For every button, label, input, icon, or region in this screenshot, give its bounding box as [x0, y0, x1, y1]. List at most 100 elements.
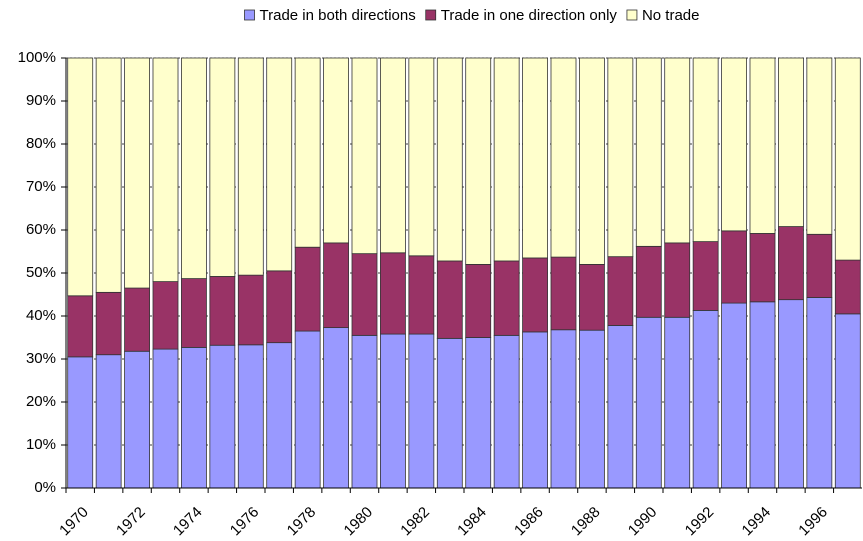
bar-segment: [266, 57, 293, 272]
bar-segment: [181, 278, 207, 348]
bar-segment: [181, 57, 207, 279]
bar-segment: [237, 344, 264, 489]
y-tick-label: 20%: [26, 393, 56, 410]
bar-segment: [607, 325, 634, 489]
y-tick-label: 90%: [26, 92, 56, 109]
bar-segment: [579, 263, 605, 331]
bar-segment: [721, 57, 747, 232]
bar-segment: [209, 344, 236, 489]
bar-segment: [692, 310, 719, 489]
bar-segment: [351, 253, 378, 336]
bar-segment: [778, 226, 804, 301]
x-tick-label: 1982: [397, 504, 433, 540]
x-tick-label: 1980: [341, 504, 377, 540]
x-tick-label: 1978: [284, 504, 320, 540]
x-tick-label: 1974: [170, 504, 206, 540]
bar-segment: [408, 57, 435, 257]
y-tick-label: 50%: [26, 264, 56, 281]
bar-segment: [67, 295, 94, 358]
bar-segment: [436, 57, 463, 262]
bar-segment: [67, 356, 94, 489]
bar-segment: [237, 274, 264, 346]
x-tick-label: 1970: [56, 504, 92, 540]
bar-segment: [323, 327, 349, 489]
bar-segment: [380, 252, 406, 335]
bar-segment: [95, 291, 122, 356]
bar-segment: [351, 334, 378, 489]
bar-segment: [124, 287, 150, 352]
bar-segment: [579, 329, 605, 489]
bar-segment: [294, 330, 321, 489]
x-tick-label: 1996: [795, 504, 831, 540]
x-tick-label: 1992: [682, 504, 718, 540]
bar-segment: [550, 256, 577, 331]
y-tick-label: 60%: [26, 221, 56, 238]
bar-segment: [465, 57, 492, 265]
bar-segment: [749, 301, 776, 489]
bar-segment: [664, 316, 691, 489]
bar-segment: [181, 346, 207, 489]
bar-segment: [806, 233, 833, 298]
bar-segment: [664, 242, 691, 318]
bar-segment: [351, 57, 378, 255]
legend-swatch: [626, 9, 638, 21]
y-tick-label: 30%: [26, 350, 56, 367]
bar-segment: [635, 245, 662, 318]
bar-segment: [323, 242, 349, 329]
bar-segment: [806, 297, 833, 489]
bar-segment: [607, 57, 634, 258]
legend-swatch: [425, 9, 437, 21]
bar-segment: [266, 342, 293, 489]
bar-segment: [664, 57, 691, 244]
bar-segment: [522, 257, 548, 333]
bar-segment: [152, 281, 179, 350]
y-tick-label: 10%: [26, 436, 56, 453]
bar-segment: [294, 246, 321, 332]
bar-segment: [522, 331, 548, 489]
bar-segment: [95, 354, 122, 489]
bar-segment: [749, 233, 776, 303]
legend-label: Trade in one direction only: [441, 7, 618, 24]
bar-segment: [579, 57, 605, 265]
bar-segment: [493, 57, 520, 262]
bar-segment: [493, 260, 520, 336]
legend-swatch: [244, 9, 255, 21]
bar-segment: [209, 57, 236, 277]
x-tick-label: 1986: [511, 504, 547, 540]
bar-segment: [408, 333, 435, 489]
bar-segment: [692, 241, 719, 311]
bar-segment: [834, 57, 861, 261]
bar-segment: [380, 333, 406, 489]
bar-segment: [436, 260, 463, 339]
bar-segment: [692, 57, 719, 243]
bar-segment: [436, 337, 463, 489]
x-tick-label: 1984: [454, 504, 490, 540]
bar-segment: [323, 57, 349, 244]
bar-segment: [806, 57, 833, 235]
bar-segment: [635, 316, 662, 489]
bar-segment: [380, 57, 406, 254]
bar-segment: [408, 255, 435, 335]
bar-segment: [152, 348, 179, 489]
legend-label: Trade in both directions: [260, 7, 416, 24]
x-tick-label: 1972: [113, 504, 149, 540]
bar-segment: [635, 57, 662, 247]
bar-segment: [749, 57, 776, 234]
bar-segment: [721, 230, 747, 304]
bar-segment: [465, 337, 492, 489]
legend-label: No trade: [642, 7, 700, 24]
bar-segment: [67, 57, 94, 297]
x-tick-label: 1990: [625, 504, 661, 540]
bar-segment: [465, 263, 492, 338]
bar-segment: [124, 350, 150, 489]
x-tick-label: 1994: [739, 504, 775, 540]
bar-segment: [493, 334, 520, 489]
bar-segment: [266, 270, 293, 344]
bar-segment: [124, 57, 150, 289]
y-tick-label: 0%: [34, 479, 56, 496]
bar-segment: [778, 299, 804, 489]
x-tick-label: 1988: [568, 504, 604, 540]
y-tick-label: 80%: [26, 135, 56, 152]
